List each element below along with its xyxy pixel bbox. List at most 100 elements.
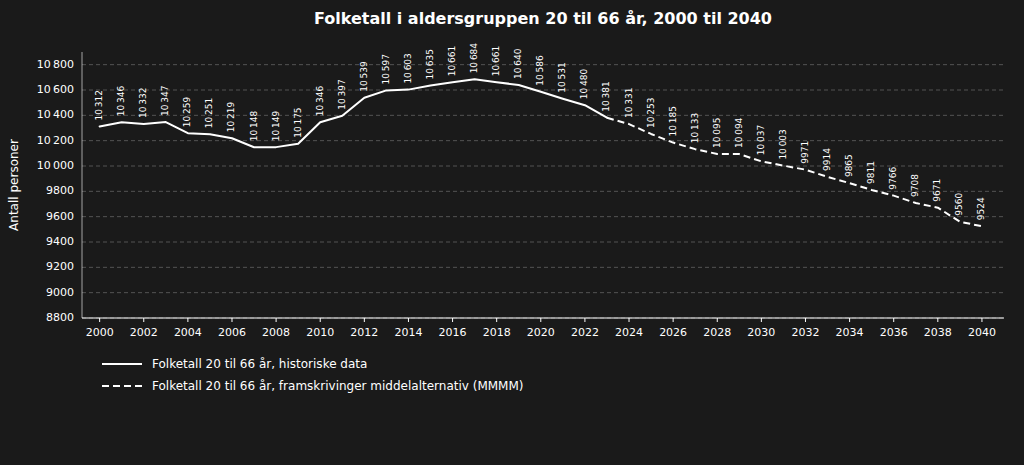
data-label: 10 003 (778, 129, 788, 159)
data-label: 9560 (954, 193, 964, 216)
y-tick-label: 8800 (46, 311, 74, 324)
x-tick-label: 2032 (791, 326, 819, 339)
x-tick (629, 318, 630, 322)
data-label: 10 539 (359, 61, 369, 92)
x-tick (408, 318, 409, 322)
data-label: 10 346 (116, 85, 126, 116)
x-tick-label: 2018 (483, 326, 511, 339)
x-tick (849, 318, 850, 322)
data-label: 10 661 (447, 46, 457, 76)
data-label: 10 331 (624, 88, 634, 118)
grid-line (82, 216, 1004, 217)
x-tick (540, 318, 541, 322)
x-tick-label: 2026 (659, 326, 687, 339)
data-label: 10 312 (94, 90, 104, 120)
x-axis-line (82, 317, 1004, 318)
data-label: 10 332 (138, 88, 148, 118)
x-tick (320, 318, 321, 322)
data-label: 9914 (822, 148, 832, 171)
y-grid (82, 65, 1004, 318)
data-label: 10 684 (469, 43, 479, 74)
data-label: 10 094 (734, 117, 744, 148)
x-tick-label: 2030 (747, 326, 775, 339)
data-label: 10 661 (491, 46, 501, 76)
y-axis-line (82, 52, 83, 318)
x-tick (673, 318, 674, 322)
x-tick (496, 318, 497, 322)
grid-line (82, 318, 1004, 319)
data-label: 10 347 (160, 86, 170, 116)
x-tick (452, 318, 453, 322)
data-label: 10 480 (579, 68, 589, 99)
data-label: 10 148 (249, 111, 259, 142)
x-tick (231, 318, 232, 322)
y-axis-label: Antall personer (7, 139, 21, 231)
data-label: 10 586 (535, 55, 545, 86)
x-tick (805, 318, 806, 322)
grid-line (82, 115, 1004, 116)
y-tick-label: 9600 (46, 210, 74, 223)
x-tick (717, 318, 718, 322)
x-tick-label: 2008 (262, 326, 290, 339)
data-label: 10 219 (226, 102, 236, 133)
data-label: 9708 (910, 174, 920, 197)
grid-line (82, 242, 1004, 243)
legend-label: Folketall 20 til 66 år, framskrivinger m… (152, 379, 524, 393)
grid-line (82, 90, 1004, 91)
data-label: 9524 (976, 197, 986, 220)
y-tick-label: 9800 (46, 184, 74, 197)
x-tick (187, 318, 188, 322)
x-tick-label: 2034 (836, 326, 864, 339)
data-label: 10 597 (381, 54, 391, 84)
x-tick-label: 2020 (527, 326, 555, 339)
data-label: 10 603 (403, 53, 413, 83)
data-label: 10 397 (337, 79, 347, 109)
x-tick-label: 2014 (394, 326, 422, 339)
y-tick-label: 10 800 (37, 58, 74, 71)
y-tick-label: 10 400 (37, 108, 74, 121)
data-label: 10 185 (668, 106, 678, 136)
data-label: 10 531 (557, 62, 567, 92)
data-label: 10 037 (756, 125, 766, 155)
legend-swatch (102, 385, 142, 387)
data-label: 10 133 (690, 113, 700, 143)
x-tick-label: 2004 (174, 326, 202, 339)
y-tick-label: 10 600 (37, 83, 74, 96)
data-label: 9811 (866, 161, 876, 184)
x-tick-label: 2022 (571, 326, 599, 339)
data-label: 10 346 (315, 85, 325, 116)
legend-swatch (102, 363, 142, 365)
x-tick (143, 318, 144, 322)
y-tick-label: 9000 (46, 286, 74, 299)
data-label: 10 149 (271, 110, 281, 141)
grid-line (82, 140, 1004, 141)
x-tick-label: 2012 (350, 326, 378, 339)
x-tick-label: 2024 (615, 326, 643, 339)
chart: Folketall i aldersgruppen 20 til 66 år, … (0, 0, 1024, 465)
x-tick (99, 318, 100, 322)
data-label: 10 175 (293, 107, 303, 137)
data-label: 10 640 (513, 48, 523, 79)
data-label: 10 635 (425, 49, 435, 79)
x-tick-label: 2016 (439, 326, 467, 339)
y-tick-label: 9400 (46, 235, 74, 248)
data-label: 10 253 (646, 98, 656, 128)
series-line (100, 79, 607, 147)
x-tick-label: 2000 (86, 326, 114, 339)
y-tick-label: 10 000 (37, 159, 74, 172)
data-label: 10 259 (182, 96, 192, 127)
data-label: 10 095 (712, 118, 722, 148)
data-label: 10 381 (601, 81, 611, 111)
x-tick-label: 2006 (218, 326, 246, 339)
x-tick-label: 2038 (924, 326, 952, 339)
data-label: 10 251 (204, 98, 214, 128)
grid-line (82, 292, 1004, 293)
lines (100, 79, 982, 226)
legend: Folketall 20 til 66 år, historiske dataF… (102, 357, 524, 393)
x-tick (937, 318, 938, 322)
x-tick (364, 318, 365, 322)
data-label: 9865 (844, 154, 854, 177)
background (0, 0, 1024, 465)
x-tick (761, 318, 762, 322)
series-line (607, 118, 982, 227)
